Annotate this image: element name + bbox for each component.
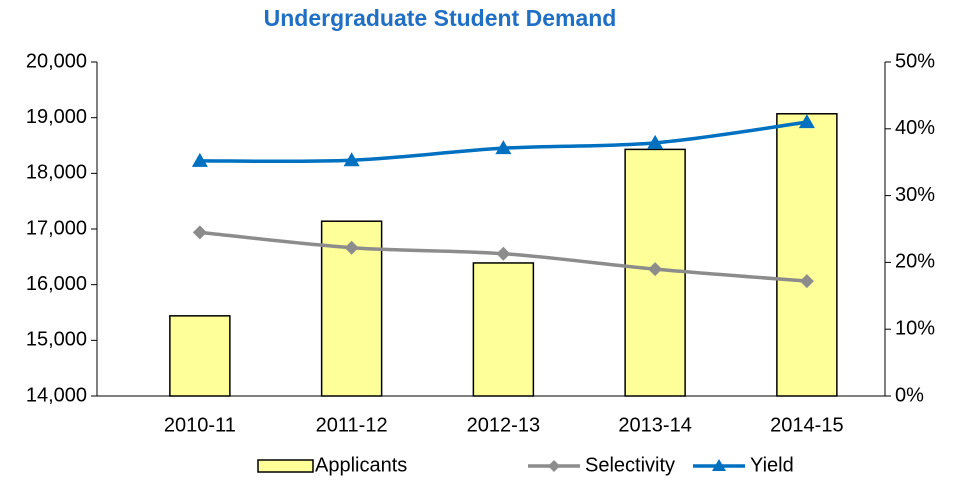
y2-tick-label: 10%	[895, 317, 935, 339]
marker	[192, 225, 207, 240]
y-tick-label: 20,000	[26, 50, 87, 72]
legend-swatch	[257, 459, 314, 473]
x-tick-label: 2011-12	[316, 414, 388, 436]
x-tick-label: 2013-14	[618, 414, 691, 436]
marker	[344, 240, 359, 255]
y2-tick-label: 50%	[895, 50, 935, 72]
y2-tick-label: 20%	[895, 251, 935, 273]
y2-tick-label: 0%	[895, 384, 924, 406]
marker	[647, 134, 664, 149]
y-tick-label: 19,000	[26, 106, 87, 128]
marker	[191, 152, 208, 167]
bar	[169, 315, 231, 397]
y-tick-label: 14,000	[26, 384, 87, 406]
marker	[496, 246, 511, 261]
y-tick-label: 16,000	[26, 273, 87, 295]
bar	[776, 113, 838, 397]
bar	[472, 262, 535, 397]
y-tick-label: 17,000	[26, 217, 87, 239]
marker	[799, 274, 814, 289]
legend-label: Yield	[750, 454, 794, 476]
marker	[648, 262, 663, 277]
x-tick-label: 2014-15	[770, 414, 843, 436]
y-tick-label: 18,000	[26, 162, 87, 184]
y-tick-label: 15,000	[26, 329, 87, 351]
marker	[495, 140, 512, 155]
legend-marker	[548, 460, 560, 472]
y2-tick-label: 40%	[895, 117, 935, 139]
legend-label: Selectivity	[585, 454, 675, 476]
y2-tick-label: 30%	[895, 184, 935, 206]
chart-title: Undergraduate Student Demand	[264, 5, 617, 31]
marker	[343, 152, 360, 167]
legend-marker	[712, 459, 726, 471]
x-tick-label: 2012-13	[467, 414, 540, 436]
marker	[798, 114, 815, 129]
legend-label: Applicants	[315, 454, 407, 476]
x-tick-label: 2010-11	[164, 414, 236, 436]
